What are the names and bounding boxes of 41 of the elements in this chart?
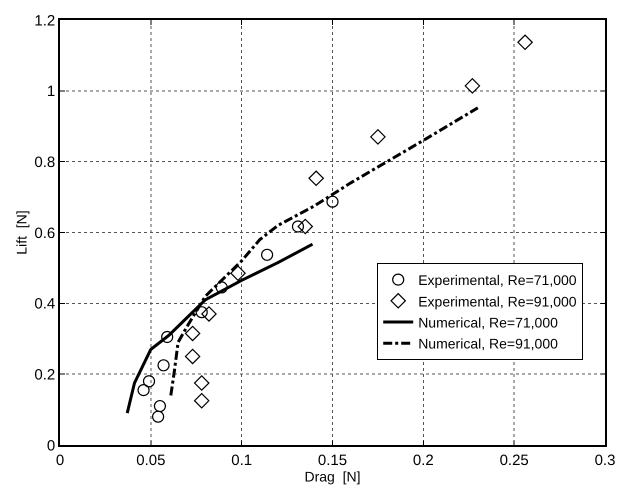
point xyxy=(142,375,156,388)
point xyxy=(137,384,150,396)
point xyxy=(201,306,217,322)
point xyxy=(230,265,246,281)
y-tick-label: 0.4 xyxy=(34,296,56,313)
x-tick-label: 0.05 xyxy=(136,452,166,469)
point xyxy=(161,330,174,344)
y-tick-label: 0.6 xyxy=(34,224,56,242)
x-tick-label: 0.3 xyxy=(594,452,616,469)
point xyxy=(184,326,200,342)
y-tick-label: 0.8 xyxy=(34,154,56,171)
point xyxy=(154,400,166,412)
point xyxy=(464,78,480,94)
y-axis-title: Lift [N] xyxy=(13,210,30,255)
legend-label: Experimental, Re=71,000 xyxy=(418,272,577,288)
point xyxy=(308,170,324,186)
point xyxy=(194,392,210,408)
x-tick-label: 0.25 xyxy=(500,452,529,469)
legend-label: Experimental, Re=91,000 xyxy=(418,293,577,310)
point xyxy=(216,281,228,294)
point xyxy=(152,410,164,423)
y-tick-label: 1 xyxy=(46,83,56,100)
point xyxy=(157,359,170,372)
x-axis-title: Drag [N] xyxy=(304,468,361,485)
legend-label: Numerical, Re=91,000 xyxy=(418,336,558,352)
legend-label: Numerical, Re=71,000 xyxy=(418,314,558,330)
point xyxy=(370,129,386,145)
x-tick-label: 0.1 xyxy=(231,452,252,469)
y-tick-label: 1.2 xyxy=(34,12,56,30)
x-tick-label: 0.2 xyxy=(412,452,434,469)
y-tick-label: 0 xyxy=(46,437,56,454)
point xyxy=(194,375,210,391)
point xyxy=(298,218,313,234)
point xyxy=(326,196,339,208)
x-tick-label: 0.15 xyxy=(318,452,348,469)
point xyxy=(184,348,200,364)
point xyxy=(292,220,304,233)
y-tick-label: 0.2 xyxy=(34,366,56,384)
point xyxy=(261,248,274,261)
point xyxy=(517,34,533,50)
point xyxy=(196,306,208,318)
